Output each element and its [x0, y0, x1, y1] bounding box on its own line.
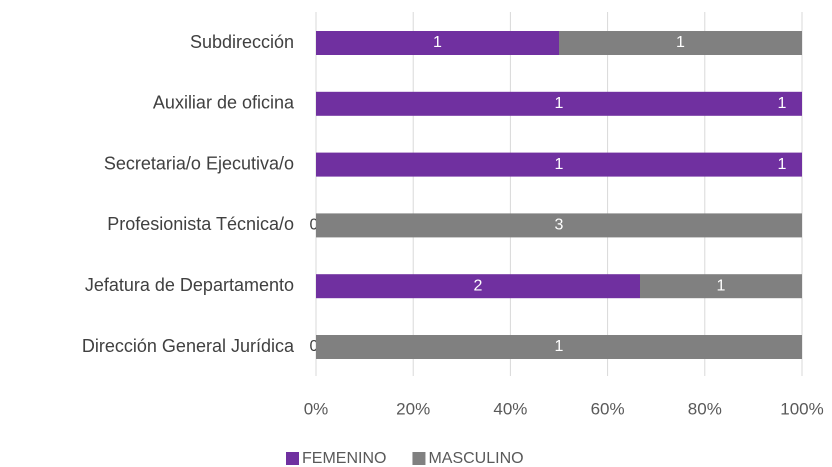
data-label: 1 — [676, 34, 685, 51]
y-tick-label: Dirección General Jurídica — [82, 336, 295, 356]
bar-segment — [559, 31, 802, 55]
bar-segment — [316, 91, 802, 116]
legend-label: FEMENINO — [302, 450, 386, 467]
annotation: 1 — [778, 156, 787, 173]
bar-segment — [316, 31, 559, 55]
data-label: 3 — [555, 217, 564, 234]
y-tick-label: Secretaria/o Ejecutiva/o — [104, 153, 294, 173]
legend-swatch — [286, 452, 299, 465]
data-label: 1 — [433, 34, 442, 51]
data-label: 1 — [717, 277, 726, 294]
data-label: 0 — [310, 338, 319, 355]
x-tick-label: 60% — [591, 399, 625, 418]
y-tick-label: Profesionista Técnica/o — [107, 214, 294, 234]
data-label: 2 — [474, 277, 483, 294]
x-tick-label: 80% — [688, 399, 722, 418]
y-tick-label: Auxiliar de oficina — [153, 93, 295, 113]
bar-segment — [316, 274, 640, 299]
data-label: 1 — [555, 95, 564, 112]
data-label: 0 — [310, 217, 319, 234]
bar-segment — [316, 213, 802, 238]
x-tick-label: 40% — [493, 399, 527, 418]
annotation: 1 — [778, 95, 787, 112]
bar-segment — [316, 335, 802, 359]
y-tick-label: Subdirección — [190, 32, 294, 52]
x-tick-label: 0% — [304, 399, 329, 418]
x-tick-label: 20% — [396, 399, 430, 418]
data-label: 1 — [555, 338, 564, 355]
bar-segment — [640, 274, 802, 299]
legend-swatch — [412, 452, 426, 465]
data-label: 1 — [555, 156, 564, 173]
legend-label: MASCULINO — [428, 450, 523, 467]
y-tick-label: Jefatura de Departamento — [85, 275, 294, 295]
bar-segment — [316, 152, 802, 177]
x-tick-label: 100% — [780, 399, 823, 418]
